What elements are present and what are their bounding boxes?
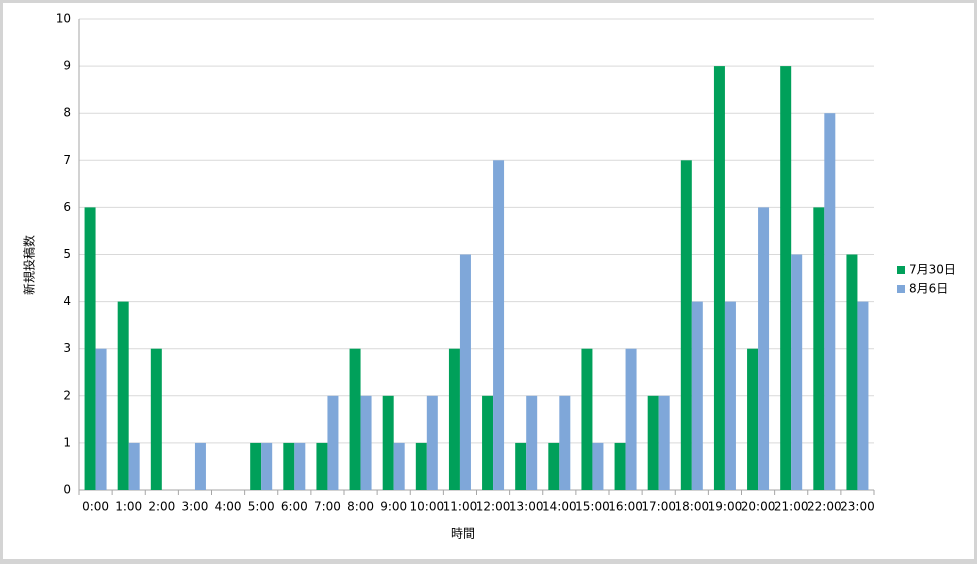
x-tick-label: 12:00 [476,500,511,514]
bar [415,442,427,490]
x-tick-label: 20:00 [741,500,776,514]
bar [647,395,659,490]
bar [128,442,140,490]
bar [117,301,129,490]
x-tick-label: 14:00 [542,500,577,514]
y-tick-label: 8 [63,106,71,120]
bar [813,207,825,490]
x-tick-label: 3:00 [181,500,208,514]
y-tick-label: 6 [63,200,71,214]
bar [824,113,836,490]
bar [360,395,372,490]
y-tick-label: 0 [63,483,71,497]
bar [548,442,560,490]
x-tick-label: 0:00 [82,500,109,514]
y-tick-label: 9 [63,59,71,73]
x-tick-label: 5:00 [248,500,275,514]
bar [426,395,438,490]
y-tick-label: 2 [63,388,71,402]
x-tick-label: 15:00 [575,500,610,514]
bar [261,442,273,490]
x-tick-label: 21:00 [774,500,809,514]
bar [448,348,460,490]
bar [316,442,328,490]
bar [592,442,604,490]
bar [791,254,803,490]
x-tick-label: 13:00 [509,500,544,514]
x-tick-label: 22:00 [807,500,842,514]
bar [780,66,792,490]
chart: 新規投稿数 時間 0 1 2 3 4 5 6 7 8 9 10 0:00 1:00 2:00 3:00 4:0… [22,12,956,541]
bar [724,301,736,490]
x-tick-label: 4:00 [215,500,242,514]
x-tick-label: 18:00 [675,500,710,514]
bar [459,254,471,490]
y-tick-label: 5 [63,247,71,261]
y-tick-label: 3 [63,341,71,355]
bar [758,207,770,490]
bar [382,395,394,490]
bar [294,442,306,490]
y-tick-label: 7 [63,153,71,167]
x-tick-label: 23:00 [840,500,875,514]
x-tick-label: 19:00 [708,500,743,514]
y-tick-label: 1 [63,435,71,449]
bar [658,395,670,490]
x-tick-label: 1:00 [115,500,142,514]
y-tick-label: 10 [56,12,71,26]
x-axis-label: 時間 [451,527,475,541]
bar [84,207,96,490]
chart-frame: 新規投稿数 時間 0 1 2 3 4 5 6 7 8 9 10 0:00 1:00 2:00 3:00 4:0… [3,3,974,559]
bar [150,348,162,490]
bar [680,160,692,491]
bar [515,442,527,490]
x-tick-label: 8:00 [347,500,374,514]
bar [250,442,262,490]
bar [581,348,593,490]
bar [95,348,107,490]
x-tick-label: 11:00 [443,500,478,514]
x-tick-label: 7:00 [314,500,341,514]
bar [691,301,703,490]
bar [625,348,637,490]
bar [482,395,494,490]
bar [614,442,626,490]
x-tick-label: 9:00 [380,500,407,514]
legend-swatch [897,266,905,274]
bar [713,66,725,490]
bar [493,160,505,491]
bar [747,348,759,490]
bar [349,348,361,490]
bar [194,442,206,490]
legend-label: 7月30日 [909,263,956,277]
legend-label: 8月6日 [909,282,948,296]
x-tick-label: 2:00 [148,500,175,514]
bar [857,301,869,490]
x-tick-label: 16:00 [608,500,643,514]
bar [393,442,405,490]
y-axis-label: 新規投稿数 [22,235,37,295]
x-tick-label: 17:00 [641,500,676,514]
x-tick-label: 6:00 [281,500,308,514]
x-tick-label: 10:00 [410,500,445,514]
bar [846,254,858,490]
bar [559,395,571,490]
bar [526,395,538,490]
bar [327,395,339,490]
y-tick-label: 4 [63,294,71,308]
legend-swatch [897,285,905,293]
bar [283,442,295,490]
